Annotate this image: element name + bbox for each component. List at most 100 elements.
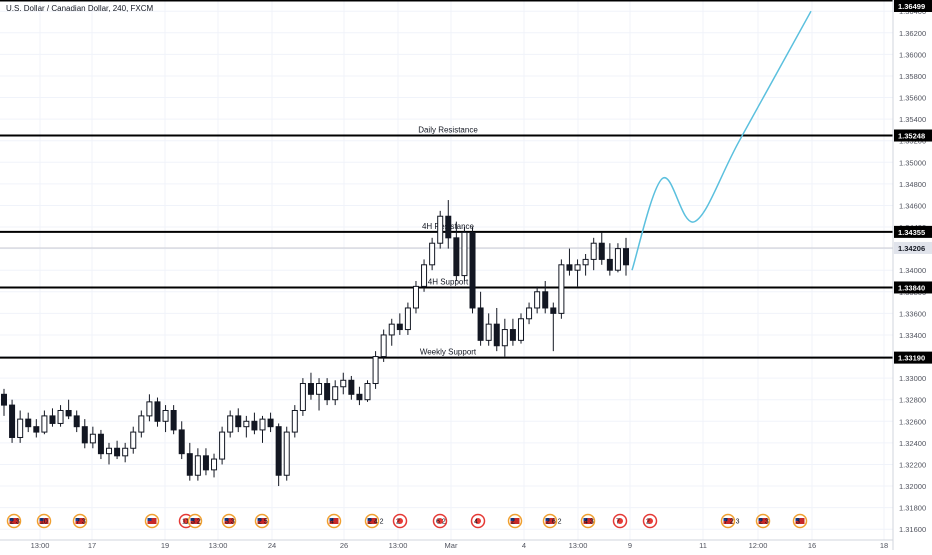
event-marker[interactable]: 7 3 bbox=[72, 513, 88, 529]
candle-bull bbox=[122, 447, 129, 457]
time-tick-label: 12:00 bbox=[749, 541, 768, 550]
flag-canton-icon bbox=[147, 518, 152, 521]
price-axis[interactable]: 1.31600 1.31800 1.32000 1.32200 1.32400 1.326… bbox=[892, 0, 932, 550]
candle-bull bbox=[404, 307, 411, 331]
event-count: 2 4 2 bbox=[368, 519, 384, 526]
event-count: 2 bbox=[511, 519, 515, 526]
time-tick-label: Mar bbox=[445, 541, 458, 550]
candle-bear bbox=[0, 393, 8, 406]
event-marker[interactable]: 2 bbox=[642, 513, 658, 529]
flag-canton-icon bbox=[583, 518, 588, 521]
price-tick-label: 1.31600 bbox=[899, 525, 926, 534]
price-label-bg bbox=[894, 225, 932, 238]
time-tick-label: 18 bbox=[880, 541, 888, 550]
level-text: Daily Resistance bbox=[418, 126, 478, 135]
event-marker[interactable]: 3 3 bbox=[221, 513, 237, 529]
time-tick-label: 9 bbox=[628, 541, 632, 550]
event-marker[interactable]: 7 bbox=[612, 513, 628, 529]
candle-bull bbox=[194, 455, 201, 476]
candle-bear bbox=[65, 409, 72, 417]
candle-bear bbox=[493, 323, 500, 347]
candle-bear bbox=[170, 409, 177, 431]
candle-bull bbox=[291, 409, 298, 433]
candle-bear bbox=[275, 426, 282, 476]
price-label: 1.34206 bbox=[898, 244, 925, 253]
maple-leaf-icon bbox=[183, 518, 189, 524]
event-marker[interactable]: 3 2 bbox=[187, 513, 203, 529]
candle-bear bbox=[542, 291, 549, 309]
flag-canton-icon bbox=[510, 518, 515, 521]
event-marker[interactable]: 2 3 bbox=[755, 513, 771, 529]
price-tick-label: 1.33400 bbox=[899, 331, 926, 340]
event-marker[interactable]: 2 6 2 bbox=[542, 513, 562, 529]
price-tick-label: 1.31800 bbox=[899, 504, 926, 513]
time-tick-label: 17 bbox=[88, 541, 96, 550]
flag-stripes-icon bbox=[75, 518, 85, 524]
candle-bear bbox=[178, 429, 185, 455]
candle-bull bbox=[526, 307, 533, 320]
event-marker[interactable]: 3 bbox=[792, 513, 808, 529]
event-marker[interactable]: 7 2 3 bbox=[720, 513, 740, 529]
time-tick-label: 19 bbox=[161, 541, 169, 550]
candle-bull bbox=[558, 264, 565, 314]
candle-bear bbox=[73, 415, 80, 428]
level-text: Weekly Support bbox=[420, 348, 477, 357]
candle-bear bbox=[202, 455, 209, 471]
time-tick-label: 13:00 bbox=[209, 541, 228, 550]
candle-bull bbox=[17, 418, 24, 438]
flag-canton-icon bbox=[758, 518, 763, 521]
event-marker[interactable]: 10 bbox=[36, 513, 52, 529]
time-tick-label: 13:00 bbox=[389, 541, 408, 550]
candle-bull bbox=[332, 386, 339, 401]
time-tick-label: 11 bbox=[699, 541, 707, 550]
event-count: 7 2 3 bbox=[724, 519, 740, 526]
event-marker[interactable]: 4 bbox=[326, 513, 342, 529]
candle-bull bbox=[138, 415, 145, 433]
price-label: 1.33190 bbox=[898, 354, 925, 363]
flag-stripes-icon bbox=[147, 518, 157, 524]
projection-path bbox=[631, 10, 812, 271]
flag-stripes-icon bbox=[583, 518, 593, 524]
event-count: 2 bbox=[646, 519, 650, 526]
candle-bull bbox=[534, 291, 541, 309]
candle-bear bbox=[114, 447, 121, 457]
price-axis-bg bbox=[893, 0, 932, 550]
event-marker[interactable]: 2 5 bbox=[254, 513, 270, 529]
event-marker[interactable]: 2 bbox=[392, 513, 408, 529]
event-marker[interactable] bbox=[144, 513, 160, 529]
event-marker[interactable]: 6 2 bbox=[432, 513, 448, 529]
event-count: 4 3 bbox=[584, 519, 594, 526]
candle-bear bbox=[469, 231, 476, 309]
candle-bull bbox=[372, 356, 379, 385]
candle-bear bbox=[477, 307, 484, 341]
event-marker[interactable]: 2 3 bbox=[6, 513, 22, 529]
price-label-bg bbox=[894, 0, 932, 12]
flag-canton-icon bbox=[39, 518, 44, 521]
time-tick-label: 13:00 bbox=[569, 541, 588, 550]
maple-leaf-icon bbox=[475, 518, 481, 524]
candle-bear bbox=[622, 248, 630, 266]
event-marker[interactable]: 2 4 2 bbox=[364, 513, 384, 529]
price-label: 1.34355 bbox=[898, 228, 925, 237]
candle-bull bbox=[590, 242, 597, 260]
time-axis[interactable]: 13:00 17 19 13:00 24 26 13:00 Mar 4 13:00 9 11 12:00… bbox=[0, 539, 893, 550]
grid bbox=[0, 0, 893, 540]
maple-leaf-icon bbox=[647, 518, 653, 524]
event-marker[interactable]: 4 bbox=[470, 513, 486, 529]
event-marker[interactable]: 2 bbox=[507, 513, 523, 529]
candle-bull bbox=[437, 215, 444, 244]
candle-bull bbox=[461, 231, 468, 277]
flag-stripes-icon bbox=[39, 518, 49, 524]
price-label-bg bbox=[894, 281, 932, 294]
candle-bull bbox=[211, 458, 218, 471]
candle-bull bbox=[57, 409, 64, 424]
flag-stripes-icon bbox=[329, 518, 339, 524]
event-marker[interactable]: 4 3 bbox=[580, 513, 596, 529]
price-tick-label: 1.35000 bbox=[899, 158, 926, 167]
price-tick-label: 1.33600 bbox=[899, 309, 926, 318]
time-tick-label: 16 bbox=[808, 541, 816, 550]
